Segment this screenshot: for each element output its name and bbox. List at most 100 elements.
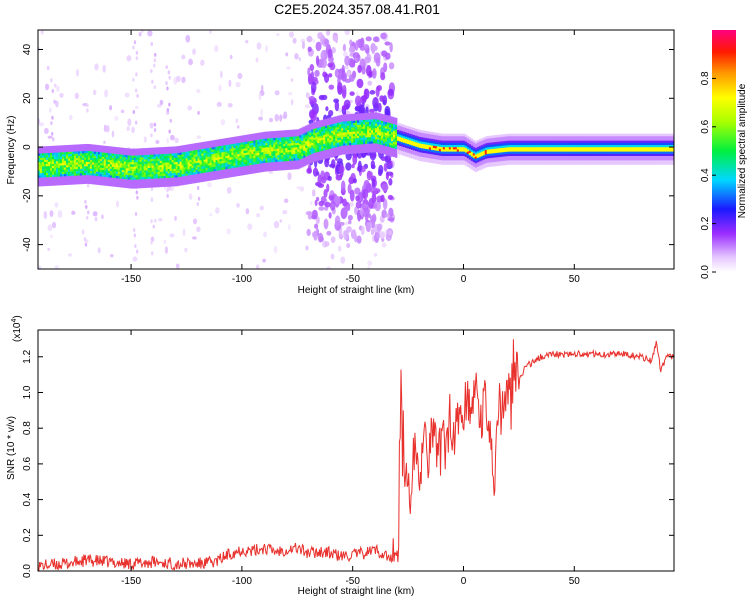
ridge-cell — [395, 141, 398, 145]
ridge-cell — [391, 153, 394, 157]
ridge-cell — [135, 159, 139, 163]
ridge-cell — [113, 164, 117, 168]
burst-blob — [310, 110, 317, 122]
ridge-cell — [490, 148, 494, 152]
ridge-cell — [79, 153, 83, 156]
ridge-cell — [53, 152, 57, 155]
ridge-cell — [143, 161, 147, 164]
ridge-cell — [488, 153, 492, 156]
ridge-cell — [49, 150, 53, 153]
ridge-cell — [257, 134, 260, 138]
ridge-cell — [476, 139, 480, 143]
ridge-cell — [375, 136, 378, 139]
ridge-cell — [97, 171, 101, 175]
ridge-cell — [381, 135, 384, 139]
ridge-cell — [229, 172, 232, 176]
ridge-cell — [227, 161, 230, 165]
ridge-cell — [305, 160, 308, 164]
ridge-cell — [107, 157, 111, 160]
ridge-cell — [498, 163, 502, 166]
noise-streak — [168, 102, 171, 107]
ridge-cell — [211, 166, 214, 170]
ridge-cell — [343, 127, 346, 131]
ridge-cell — [303, 157, 306, 160]
ridge-cell — [89, 181, 93, 185]
ridge-cell — [337, 124, 340, 128]
ridge-cell — [402, 137, 406, 141]
ridge-cell — [402, 153, 406, 156]
ridge-cell — [434, 132, 438, 136]
ridge-cell — [331, 141, 334, 145]
ridge-cell — [117, 180, 121, 183]
ridge-cell — [357, 117, 360, 121]
burst-blob — [362, 203, 369, 209]
ridge-cell — [387, 126, 390, 130]
ridge-cell — [111, 166, 115, 170]
ridge-cell — [147, 171, 151, 175]
ridge-cell — [263, 160, 266, 163]
ridge-cell — [321, 157, 324, 160]
ridge-cell — [169, 168, 173, 172]
ridge-cell — [341, 143, 344, 146]
burst-blob — [380, 72, 386, 81]
ridge-cell — [361, 146, 364, 149]
ridge-cell — [321, 146, 324, 149]
ridge-cell — [267, 162, 270, 165]
ridge-cell — [500, 162, 504, 166]
ridge-cell — [103, 145, 107, 149]
ridge-cell — [267, 146, 270, 150]
ridge-cell — [241, 170, 244, 174]
ridge-cell — [442, 146, 446, 150]
ridge-cell — [414, 154, 418, 158]
ridge-cell — [345, 138, 348, 142]
ridge-cell — [105, 152, 109, 156]
ridge-cell — [149, 147, 153, 151]
ridge-cell — [339, 141, 342, 145]
ridge-cell — [442, 162, 446, 165]
ridge-cell — [279, 145, 282, 149]
ridge-cell — [175, 177, 179, 180]
ridge-cell — [335, 127, 338, 130]
ridge-cell — [167, 168, 171, 172]
ridge-cell — [333, 127, 336, 131]
ridge-cell — [73, 181, 77, 185]
ridge-cell — [161, 158, 165, 161]
ridge-cell — [341, 145, 344, 149]
ridge-cell — [456, 146, 460, 150]
ridge-cell — [175, 159, 179, 163]
ridge-cell — [506, 149, 510, 152]
ridge-cell — [153, 160, 157, 164]
ridge-cell — [119, 180, 123, 184]
ridge-cell — [363, 150, 366, 153]
ridge-cell — [313, 154, 316, 158]
ridge-cell — [371, 119, 374, 122]
ridge-cell — [38, 159, 41, 163]
ridge-cell — [359, 115, 362, 119]
ridge-cell — [213, 140, 216, 143]
ridge-cell — [530, 149, 534, 152]
burst-blob — [365, 36, 372, 42]
ridge-cell — [107, 152, 111, 156]
ridge-cell — [474, 160, 478, 164]
ridge-cell — [75, 179, 79, 183]
noise-speck — [305, 92, 310, 99]
noise-speck — [94, 216, 98, 222]
ridge-cell — [462, 142, 466, 146]
ridge-cell — [299, 148, 302, 151]
ridge-cell — [482, 159, 486, 162]
ridge-cell — [488, 151, 492, 154]
ridge-cell — [367, 128, 370, 131]
ridge-cell — [387, 130, 390, 134]
ridge-cell — [454, 162, 458, 165]
ridge-cell — [428, 131, 432, 135]
ridge-cell — [45, 148, 49, 151]
ridge-cell — [251, 151, 254, 154]
ridge-cell — [291, 138, 294, 142]
ridge-cell — [313, 134, 316, 138]
ridge-cell — [169, 164, 173, 167]
ridge-cell — [95, 173, 99, 177]
ridge-cell — [163, 160, 167, 163]
burst-blob — [362, 207, 370, 218]
ridge-cell — [175, 146, 179, 149]
ridge-cell — [267, 140, 270, 143]
